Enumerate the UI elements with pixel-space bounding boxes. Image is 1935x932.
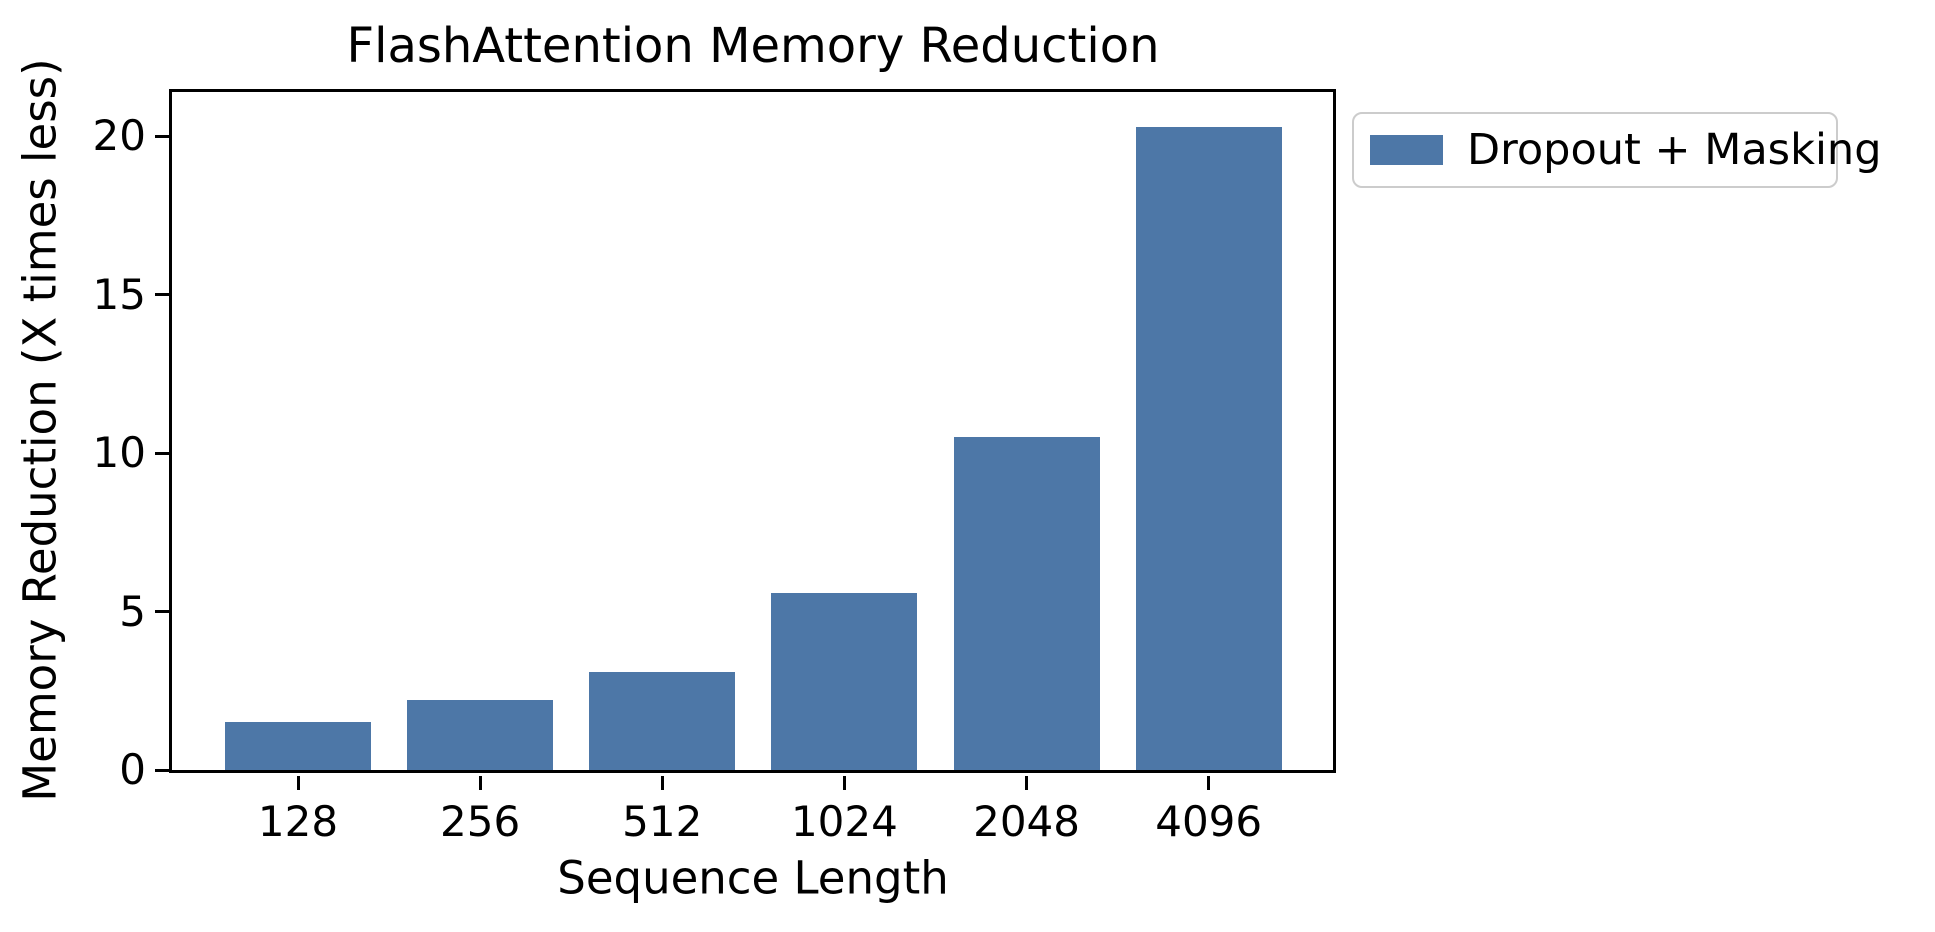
bar-2048 [953,437,1100,770]
y-tick-mark-10 [155,451,169,455]
y-tick-label-15: 15 [92,269,146,319]
plot-area [172,92,1333,770]
y-tick-mark-20 [155,134,169,138]
bar-128 [225,722,371,770]
x-tick-mark-1024 [842,776,846,790]
legend-box: Dropout + Masking [1352,112,1881,188]
y-tick-mark-0 [155,768,169,772]
bar-4096 [1135,126,1282,770]
x-axis-label: Sequence Length [557,851,949,905]
y-tick-label-10: 10 [92,428,146,478]
legend-swatch [1370,135,1443,165]
x-tick-label-4096: 4096 [1155,797,1263,846]
x-tick-label-512: 512 [622,797,703,846]
plot-frame [169,89,1336,773]
x-tick-mark-512 [660,776,664,790]
y-tick-mark-15 [155,293,169,297]
chart-title: FlashAttention Memory Reduction [346,18,1160,74]
x-tick-mark-128 [296,776,300,790]
x-tick-label-256: 256 [440,797,521,846]
bar-1024 [771,592,918,770]
y-tick-label-5: 5 [119,586,146,636]
y-tick-mark-5 [155,610,169,614]
y-axis-label: Memory Reduction (X times less) [13,58,67,802]
bar-256 [407,700,554,770]
x-tick-label-128: 128 [257,797,339,846]
x-tick-mark-2048 [1025,776,1029,790]
bar-512 [589,671,736,770]
x-tick-label-2048: 2048 [973,797,1080,846]
x-tick-label-1024: 1024 [790,797,898,846]
y-tick-label-20: 20 [92,111,146,161]
x-tick-mark-4096 [1207,776,1211,790]
y-tick-label-0: 0 [119,745,146,794]
x-tick-mark-256 [478,776,482,790]
legend-series-label: Dropout + Masking [1467,125,1882,175]
